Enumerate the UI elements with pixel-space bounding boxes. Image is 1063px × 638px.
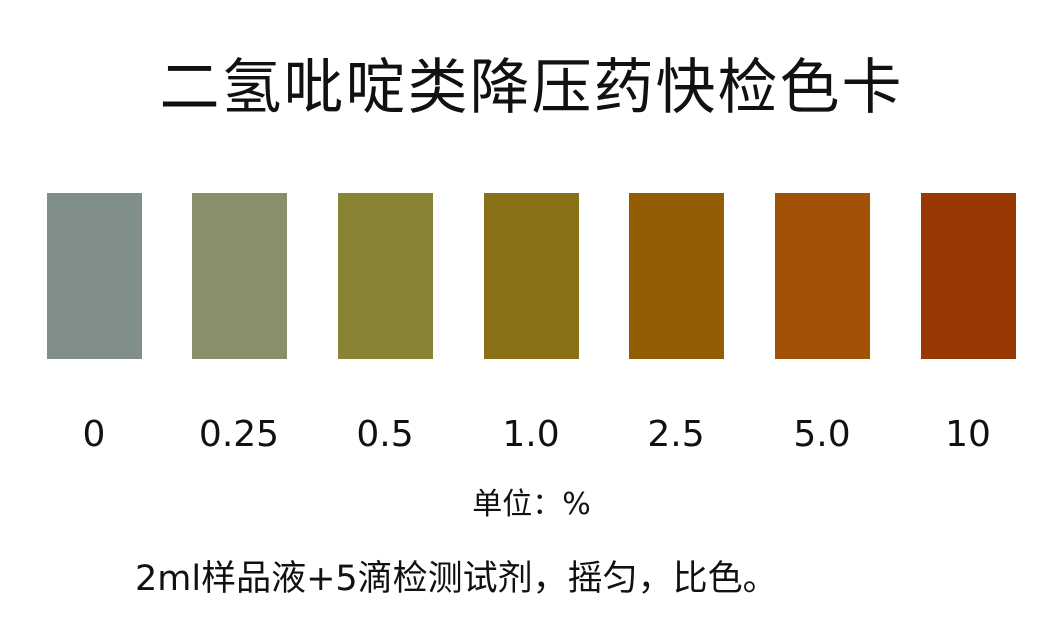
color-swatch	[775, 193, 870, 359]
page-title: 二氢吡啶类降压药快检色卡	[159, 53, 904, 123]
color-swatch	[47, 193, 142, 359]
color-swatch	[338, 193, 433, 359]
instruction-text: 2ml样品液+5滴检测试剂，摇匀，比色。	[135, 559, 778, 599]
swatch-value-label: 0.5	[356, 414, 414, 455]
color-swatch	[629, 193, 724, 359]
color-swatch	[921, 193, 1016, 359]
swatch-value-label: 1.0	[502, 414, 560, 455]
color-swatch	[484, 193, 579, 359]
unit-label: 单位：%	[472, 487, 591, 522]
swatch-value-label: 2.5	[647, 414, 705, 455]
swatch-value-label: 5.0	[793, 414, 851, 455]
swatch-value-label: 0.25	[198, 414, 280, 455]
swatch-value-label: 0	[82, 414, 106, 455]
swatch-value-label: 10	[945, 414, 991, 455]
color-swatch	[192, 193, 287, 359]
